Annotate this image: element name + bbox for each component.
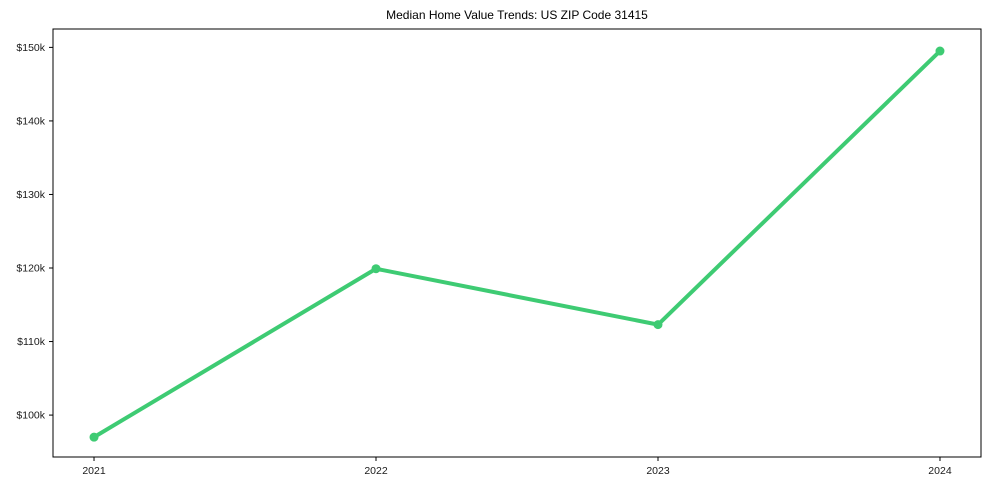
x-tick-label: 2021 bbox=[82, 465, 106, 477]
chart-title: Median Home Value Trends: US ZIP Code 31… bbox=[386, 8, 648, 22]
y-tick-label: $150k bbox=[16, 42, 45, 54]
trend-line bbox=[92, 49, 942, 440]
x-tick-label: 2023 bbox=[646, 465, 670, 477]
y-tick-label: $140k bbox=[16, 115, 45, 127]
plot-border bbox=[52, 28, 982, 458]
y-tick-label: $130k bbox=[16, 189, 45, 201]
y-tick-label: $120k bbox=[16, 263, 45, 275]
y-tick-label: $100k bbox=[16, 410, 45, 422]
x-tick-label: 2022 bbox=[364, 465, 388, 477]
data-point-2021 bbox=[89, 432, 99, 442]
y-tick-label: $110k bbox=[17, 336, 46, 348]
data-point-2022 bbox=[371, 264, 381, 274]
data-point-2023 bbox=[653, 320, 663, 330]
data-point-2024 bbox=[935, 46, 945, 56]
x-tick-label: 2024 bbox=[928, 465, 952, 477]
